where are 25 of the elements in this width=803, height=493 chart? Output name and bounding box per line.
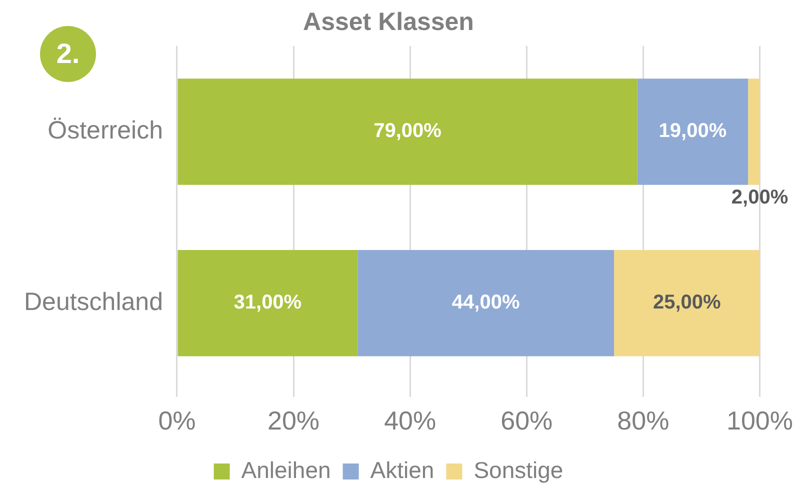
data-label: 44,00% xyxy=(452,292,520,314)
data-label: 25,00% xyxy=(652,292,722,314)
bar xyxy=(637,78,748,185)
bar xyxy=(748,78,760,185)
data-label: 31,00% xyxy=(234,292,302,314)
data-label: 79,00% xyxy=(374,120,442,142)
bar xyxy=(358,250,614,356)
legend-label: Anleihen xyxy=(241,456,331,483)
legend-label: Sonstige xyxy=(474,456,564,483)
x-tick-label: 100% xyxy=(726,406,793,436)
x-tick-label: 60% xyxy=(500,406,553,436)
bar xyxy=(178,250,358,356)
y-tick-label: Österreich xyxy=(48,116,163,145)
x-tick-label: 40% xyxy=(384,406,436,436)
bar xyxy=(178,78,638,185)
x-tick-label: 80% xyxy=(617,406,670,436)
y-tick-label: Deutschland xyxy=(24,288,163,316)
chart-title: Asset Klassen xyxy=(303,8,474,36)
x-tick-label: 0% xyxy=(158,406,196,436)
data-label: 2,00% xyxy=(731,186,788,208)
data-label: 19,00% xyxy=(658,120,727,142)
bar xyxy=(614,250,760,356)
legend-label: Aktien xyxy=(370,456,434,483)
circle-badge: 2. xyxy=(40,26,96,82)
x-tick-label: 20% xyxy=(268,406,320,436)
